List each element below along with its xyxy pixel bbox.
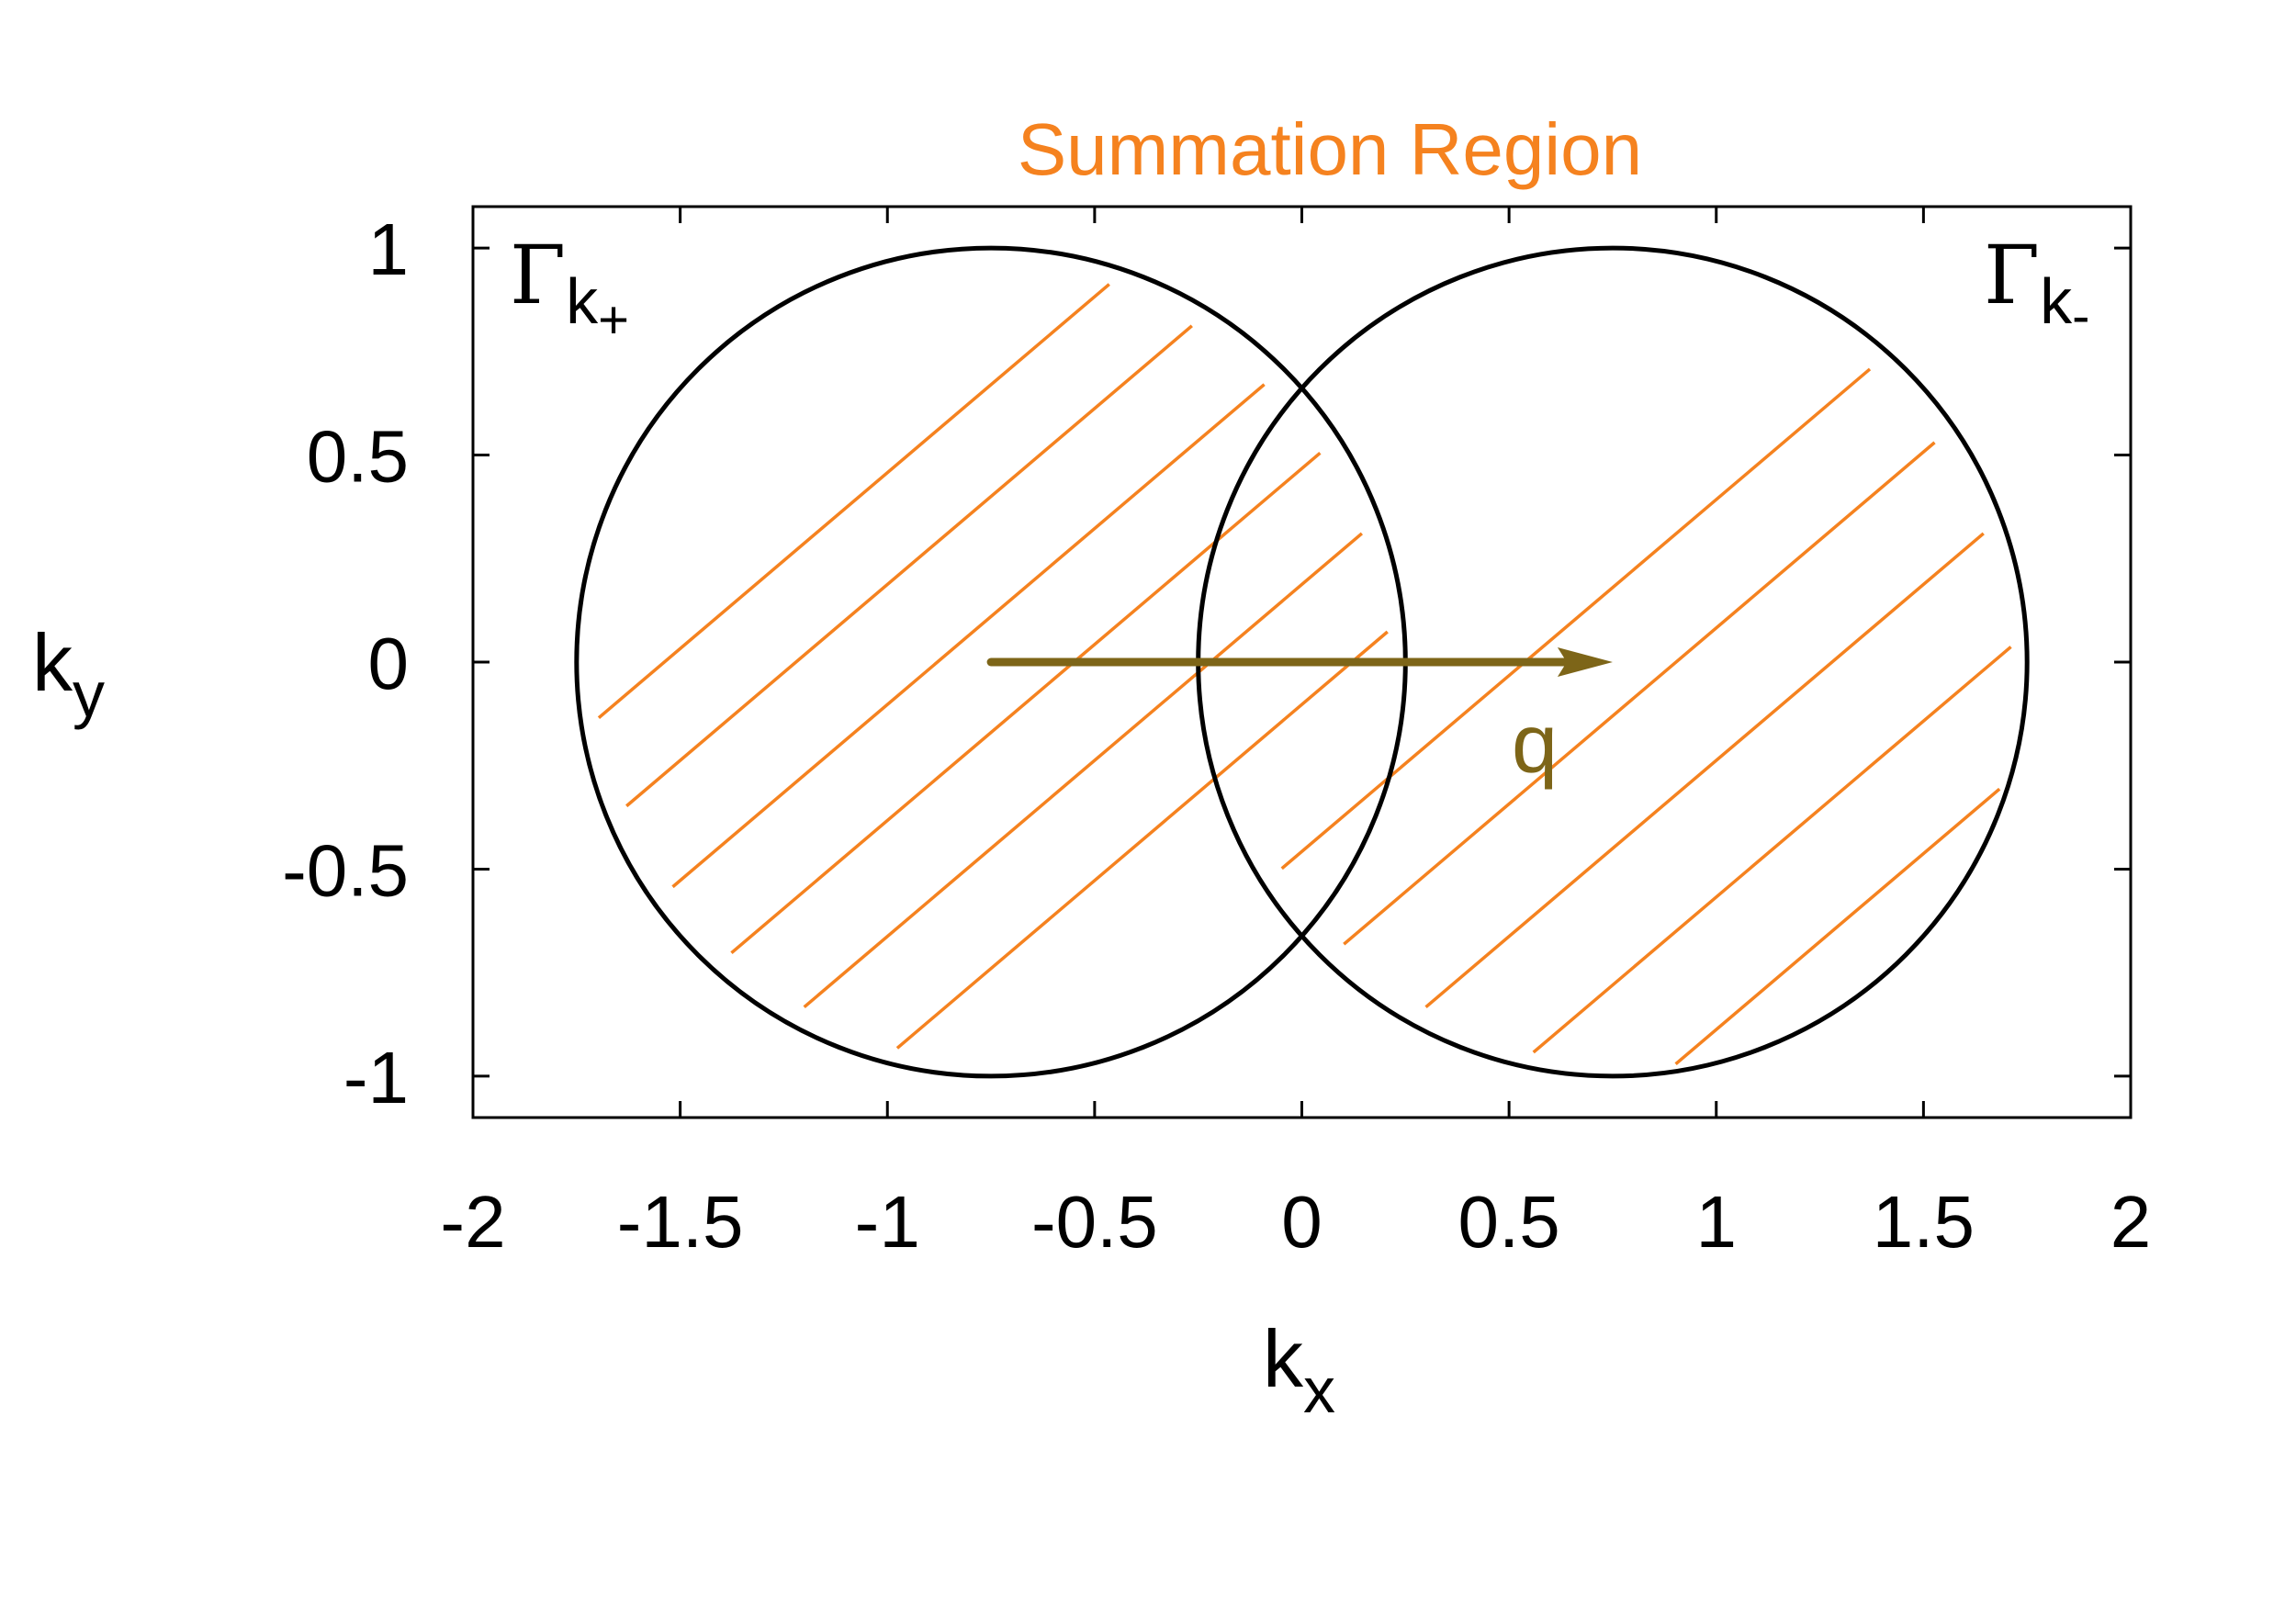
hatch-line (1532, 646, 2012, 1054)
y-axis-label-sub: y (73, 658, 105, 730)
x-tick-label: 1 (1696, 1181, 1738, 1263)
y-tick-label: 0 (368, 623, 410, 704)
q-arrow-label: q (1512, 699, 1558, 791)
hatch-line (597, 283, 1110, 719)
x-axis-label-sub: x (1303, 1354, 1335, 1426)
x-tick-label: -1 (855, 1181, 920, 1263)
x-tick-label: -1.5 (617, 1181, 744, 1263)
hatch-layer (597, 283, 2012, 1066)
hatch-line (803, 532, 1364, 1009)
x-axis-label: kx (1263, 1313, 1335, 1426)
gamma-k-plus-symbol: Γ (510, 228, 566, 322)
q-arrow-head (1557, 647, 1613, 677)
x-tick-label: 1.5 (1873, 1181, 1975, 1263)
y-axis-label-main: k (32, 617, 73, 708)
hatch-line (625, 324, 1193, 808)
gamma-k-minus-subsub: - (2072, 287, 2089, 346)
hatch-line (1674, 787, 2001, 1066)
x-tick-label: -2 (440, 1181, 505, 1263)
hatch-line (1280, 367, 1872, 871)
y-tick-label: 0.5 (307, 416, 409, 498)
x-axis-label-main: k (1263, 1313, 1304, 1404)
gamma-k-plus-sub: k (566, 265, 599, 337)
x-tick-label: -0.5 (1031, 1181, 1158, 1263)
hatch-line (895, 630, 1389, 1050)
gamma-k-minus-label: Γk- (1984, 228, 2089, 346)
q-arrow (986, 647, 1613, 677)
chart-title: Summation Region (1018, 108, 1642, 190)
x-tick-labels: -2 -1.5 -1 -0.5 0 0.5 1 1.5 2 (440, 1181, 2151, 1263)
gamma-k-minus-symbol: Γ (1984, 228, 2040, 322)
x-tick-label: 0 (1281, 1181, 1322, 1263)
gamma-k-minus-sub: k (2040, 265, 2073, 337)
y-tick-label: -1 (343, 1037, 409, 1118)
hatch-line (671, 383, 1266, 889)
x-tick-label: 2 (2110, 1181, 2152, 1263)
y-tick-label: 1 (368, 208, 410, 290)
y-tick-labels: 1 0.5 0 -0.5 -1 (282, 208, 409, 1118)
y-axis-label: ky (32, 617, 105, 730)
gamma-k-plus-subsub: + (598, 290, 629, 350)
gamma-k-plus-label: Γk+ (510, 228, 629, 350)
hatch-line (730, 451, 1322, 955)
hatch-line (1424, 532, 1985, 1009)
y-tick-label: -0.5 (282, 829, 409, 911)
hatch-line (1343, 441, 1936, 946)
x-tick-label: 0.5 (1458, 1181, 1560, 1263)
tick-layer (471, 207, 2133, 1118)
